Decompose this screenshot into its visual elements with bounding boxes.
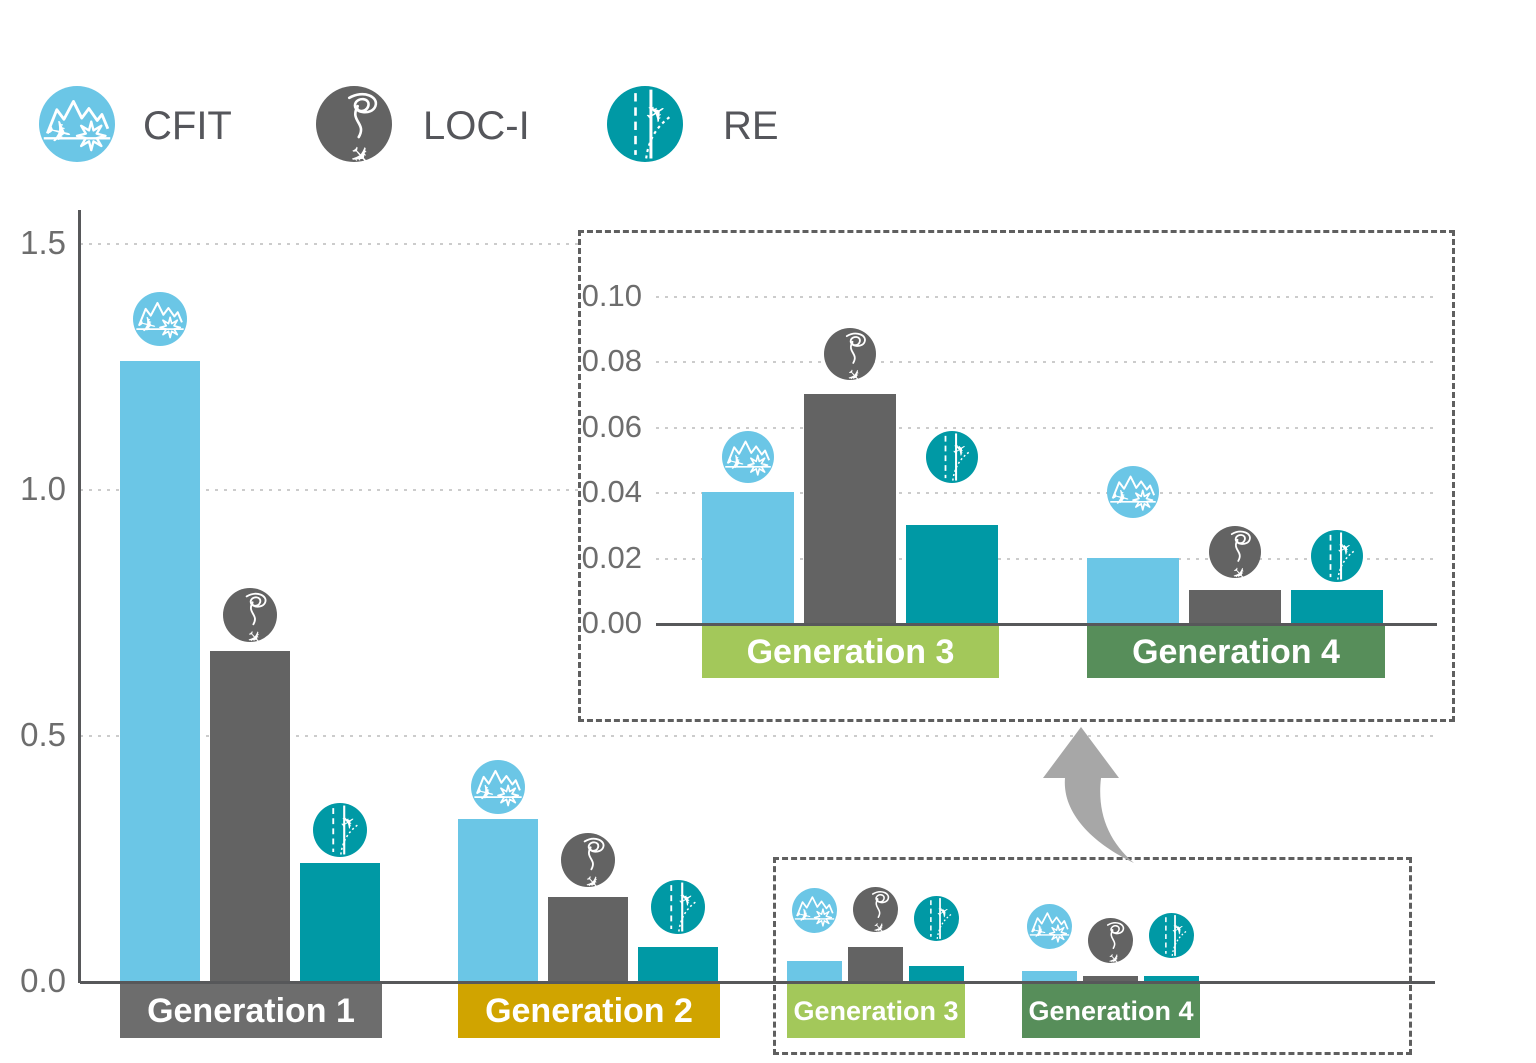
inset-tick-label: 0.06 [581,409,642,444]
category-label-text: Generation 2 [485,991,693,1030]
re-icon [651,880,705,934]
main-bar-re [909,966,964,981]
loc-i-icon [561,833,615,887]
re-icon [1311,530,1363,582]
cfit-icon [722,431,774,483]
selection-dashed-box [773,857,1412,1055]
loc-i-icon [223,588,277,642]
main-tick-label: 0.0 [20,962,66,999]
inset-x-axis [656,623,1437,626]
loc-i-icon [1088,918,1133,963]
inset-bar-loc-i [804,394,896,623]
main-bar-re [638,947,718,981]
cfit-icon [471,760,525,814]
inset-tick-label: 0.00 [581,605,642,640]
loc-i-icon [316,86,392,162]
inset-tick-label: 0.08 [581,343,642,378]
category-label-text: Generation 4 [1028,995,1194,1026]
legend-label: CFIT [143,104,232,148]
inset-bar-re [1291,590,1383,623]
inset-bar-cfit [1087,558,1179,623]
inset-tick-label: 0.04 [581,474,642,509]
category-label-text: Generation 1 [147,991,355,1030]
inset-gridline [656,426,1437,429]
loc-i-icon [824,328,876,380]
inset-gridline [656,491,1437,494]
inset-gridline [656,557,1437,560]
category-label: Generation 3 [787,984,965,1038]
loc-i-icon [1209,526,1261,578]
main-gridline [80,734,1435,737]
main-y-axis [78,210,81,983]
inset-bar-loc-i [1189,590,1281,623]
re-icon [313,803,367,857]
category-label: Generation 3 [702,626,999,678]
re-icon [1149,913,1194,958]
main-bar-re [300,863,380,981]
category-label: Generation 2 [458,984,720,1038]
main-x-axis [80,981,1435,984]
category-label: Generation 4 [1087,626,1385,678]
main-bar-cfit [1022,971,1077,981]
loc-i-icon [853,887,898,932]
main-bar-loc-i [848,947,903,981]
zoom-arrow [1043,727,1134,863]
cfit-icon [133,292,187,346]
inset-tick-label: 0.10 [581,278,642,313]
legend [0,0,1536,200]
cfit-icon [792,888,837,933]
legend-label: LOC-I [423,104,530,148]
category-label-text: Generation 3 [793,995,959,1026]
re-icon [607,86,683,162]
legend-label: RE [723,104,779,148]
inset-bar-re [906,525,998,623]
cfit-icon [39,86,115,162]
category-label: Generation 4 [1022,984,1200,1038]
inset-tick-label: 0.02 [581,540,642,575]
inset-gridline [656,295,1437,298]
re-icon [926,431,978,483]
main-bar-cfit [787,961,842,981]
re-icon [914,896,959,941]
main-tick-label: 1.0 [20,470,66,507]
main-bar-cfit [120,361,200,981]
inset-gridline [656,360,1437,363]
category-label-text: Generation 3 [746,632,955,671]
main-bar-loc-i [548,897,628,981]
main-bar-re [1144,976,1199,981]
main-tick-label: 1.5 [20,224,66,261]
category-label-text: Generation 4 [1132,632,1340,671]
inset-bar-cfit [702,492,794,623]
main-bar-loc-i [1083,976,1138,981]
main-bar-loc-i [210,651,290,981]
cfit-icon [1027,904,1072,949]
cfit-icon [1107,466,1159,518]
category-label: Generation 1 [120,984,382,1038]
main-bar-cfit [458,819,538,981]
main-tick-label: 0.5 [20,716,66,753]
